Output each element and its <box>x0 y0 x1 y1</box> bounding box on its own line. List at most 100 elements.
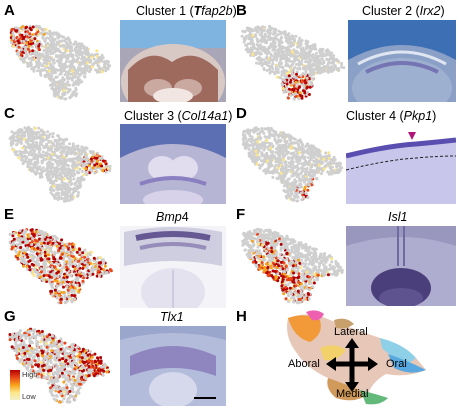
cell-point <box>55 244 59 248</box>
cell-point <box>35 141 39 145</box>
cell-point <box>56 41 60 45</box>
cell-point <box>95 68 99 72</box>
panel-b-title: Cluster 2 (Irx2) <box>362 4 445 18</box>
cell-point <box>102 268 106 272</box>
cell-point <box>69 247 73 251</box>
cell-point <box>90 65 94 69</box>
cell-point <box>311 77 315 81</box>
cell-point <box>284 49 288 53</box>
cell-point <box>254 52 258 56</box>
cell-point <box>74 189 78 193</box>
cell-point <box>31 253 35 257</box>
photo-a <box>120 20 226 102</box>
cell-point <box>22 260 26 264</box>
cell-point <box>56 170 60 174</box>
cell-point <box>277 164 281 167</box>
cell-point <box>68 148 72 152</box>
umap-f <box>241 227 344 305</box>
cell-point <box>35 50 39 54</box>
cell-point <box>74 88 78 92</box>
cell-point <box>64 97 68 101</box>
cell-point <box>289 93 293 97</box>
cell-point <box>300 39 304 42</box>
cell-point <box>285 257 289 261</box>
cell-point <box>29 51 33 55</box>
cell-point <box>48 181 52 185</box>
cell-point <box>257 127 260 131</box>
cell-point <box>277 256 281 260</box>
cell-point <box>251 150 255 154</box>
cell-point <box>65 199 69 203</box>
cell-point <box>38 167 42 171</box>
cell-point <box>88 273 92 277</box>
cell-point <box>23 257 26 261</box>
cell-point <box>302 180 306 184</box>
cell-point <box>22 39 26 43</box>
cell-point <box>83 49 87 53</box>
cell-point <box>340 166 344 170</box>
cell-point <box>18 229 22 233</box>
cell-point <box>280 49 284 53</box>
cell-point <box>28 259 32 263</box>
cell-point <box>314 66 318 70</box>
cell-point <box>41 237 45 240</box>
cell-point <box>284 169 288 173</box>
cell-point <box>40 258 44 262</box>
cell-point <box>303 185 307 189</box>
cell-point <box>56 84 60 88</box>
cell-point <box>22 144 26 148</box>
cell-point <box>31 49 35 53</box>
cell-point <box>57 187 61 191</box>
cell-point <box>68 198 72 202</box>
umap-d <box>241 126 344 203</box>
cell-point <box>258 26 261 30</box>
cell-point <box>321 54 325 58</box>
cell-point <box>52 61 56 65</box>
cell-point <box>43 270 47 274</box>
cell-point <box>297 58 300 62</box>
cell-point <box>263 50 267 54</box>
cell-point <box>313 45 317 49</box>
cell-point <box>247 147 251 151</box>
cell-point <box>304 192 308 196</box>
cell-point <box>271 67 275 70</box>
cell-point <box>40 64 44 68</box>
cell-point <box>67 72 71 76</box>
cell-point <box>16 254 20 258</box>
cell-point <box>326 163 330 167</box>
cell-point <box>17 31 21 34</box>
cell-point <box>249 40 253 44</box>
cell-point <box>22 264 25 268</box>
cell-point <box>60 96 64 100</box>
cell-point <box>32 250 36 254</box>
cell-point <box>44 232 48 236</box>
cell-point <box>100 70 104 74</box>
cell-point <box>329 158 333 162</box>
cell-point <box>65 42 69 46</box>
cell-point <box>11 241 15 245</box>
cell-point <box>32 67 36 71</box>
cell-point <box>66 288 70 292</box>
cell-point <box>292 198 296 202</box>
cell-point <box>75 185 79 189</box>
cell-point <box>68 142 72 146</box>
cell-point <box>94 167 98 171</box>
cell-point <box>330 260 334 264</box>
cell-point <box>88 259 92 262</box>
cell-point <box>75 69 79 73</box>
cell-point <box>52 184 56 188</box>
cell-point <box>15 250 18 254</box>
cell-point <box>258 52 262 56</box>
cell-point <box>39 155 43 159</box>
cell-point <box>281 165 285 169</box>
cell-point <box>51 241 55 245</box>
cell-point <box>75 250 79 254</box>
cell-point <box>86 255 90 259</box>
cell-point <box>12 40 16 44</box>
cell-point <box>48 275 52 279</box>
cell-point <box>266 47 270 51</box>
photo-c <box>120 124 226 204</box>
cell-point <box>67 38 71 42</box>
cell-point <box>88 58 91 62</box>
cell-point <box>246 47 250 51</box>
